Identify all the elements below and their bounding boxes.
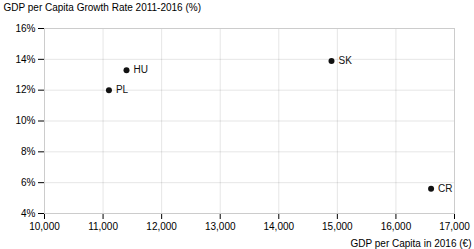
svg-text:14%: 14% [15, 54, 35, 65]
svg-text:4%: 4% [21, 208, 36, 219]
svg-text:6%: 6% [21, 177, 36, 188]
svg-text:11,000: 11,000 [88, 221, 118, 232]
svg-text:GDP per Capita Growth Rate 201: GDP per Capita Growth Rate 2011-2016 (%) [4, 2, 202, 13]
svg-text:PL: PL [116, 84, 129, 95]
svg-text:14,000: 14,000 [263, 221, 294, 232]
svg-text:16,000: 16,000 [381, 221, 412, 232]
svg-text:HU: HU [134, 64, 148, 75]
svg-text:12%: 12% [15, 84, 35, 95]
svg-text:8%: 8% [21, 146, 36, 157]
svg-text:10,000: 10,000 [29, 221, 60, 232]
svg-text:17,000: 17,000 [439, 221, 470, 232]
svg-text:13,000: 13,000 [205, 221, 236, 232]
svg-text:10%: 10% [15, 115, 35, 126]
svg-text:12,000: 12,000 [146, 221, 177, 232]
svg-text:16%: 16% [15, 23, 35, 34]
svg-text:SK: SK [339, 55, 353, 66]
svg-text:CR: CR [438, 183, 452, 194]
svg-text:15,000: 15,000 [322, 221, 353, 232]
svg-text:GDP per Capita in 2016 (€): GDP per Capita in 2016 (€) [351, 238, 472, 249]
